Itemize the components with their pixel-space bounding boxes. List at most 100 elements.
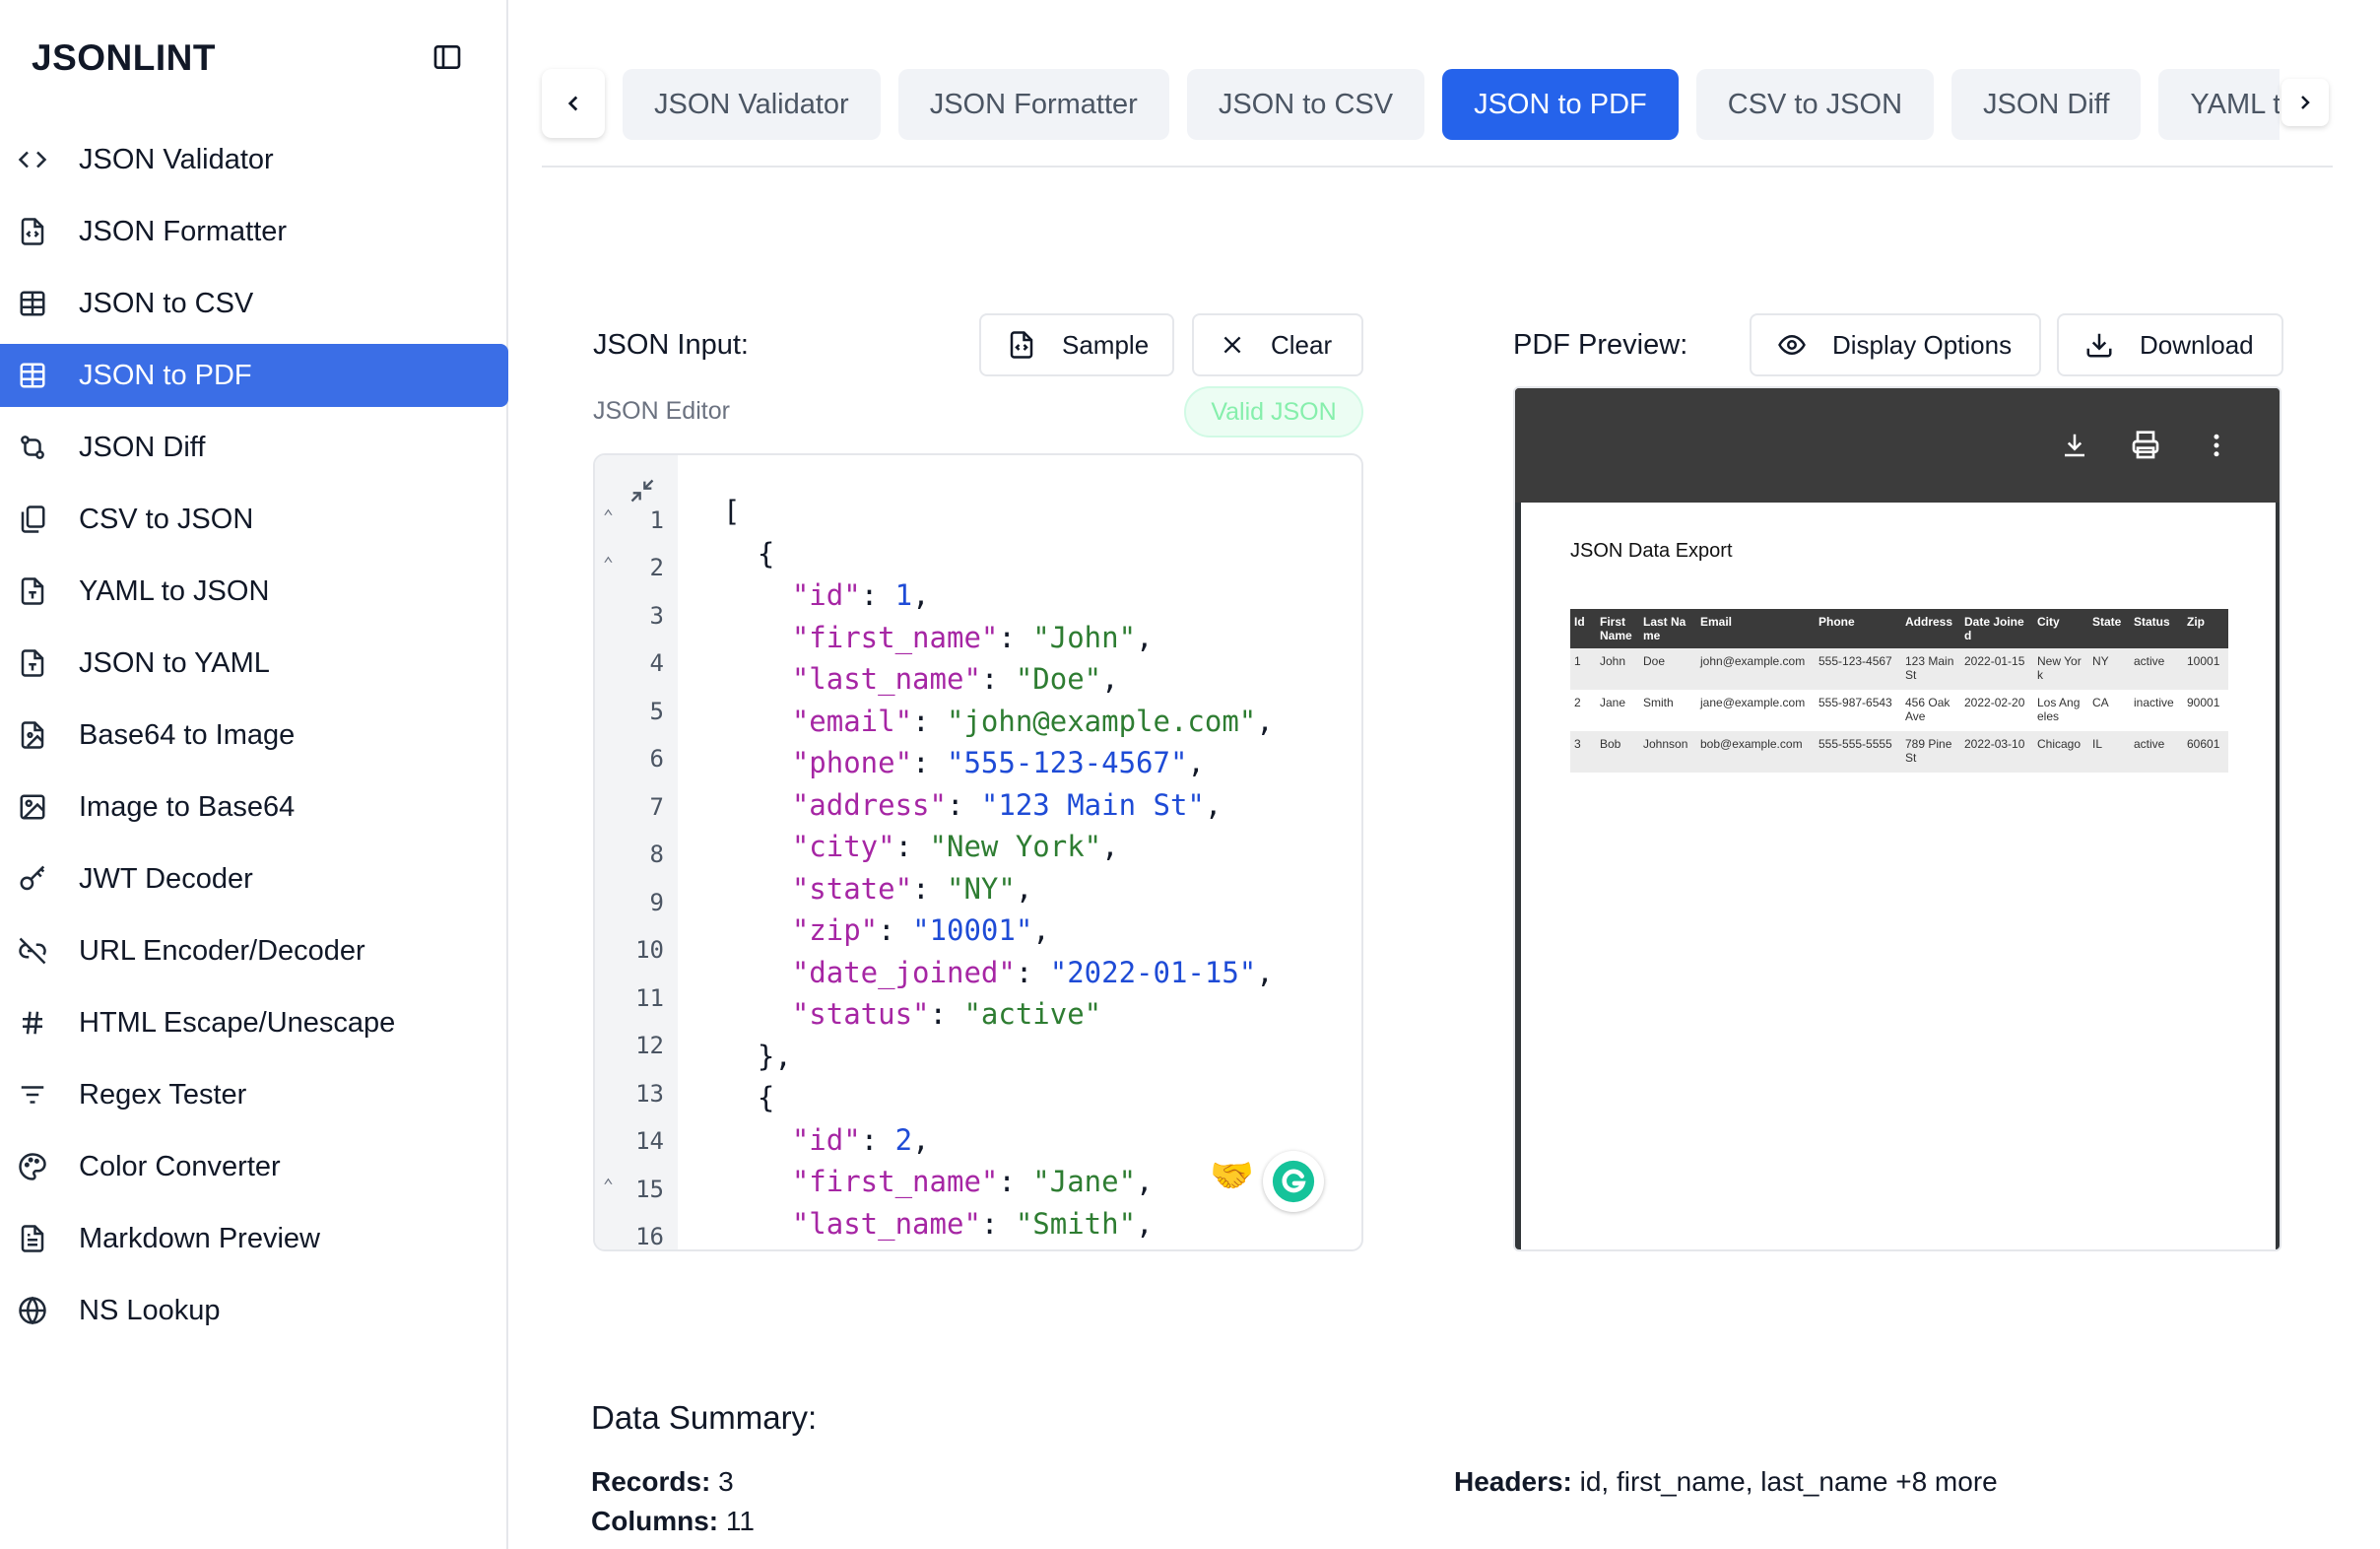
pdf-table-cell: 2022-02-20 (1964, 696, 2025, 709)
line-number: 7 (649, 793, 664, 821)
sidebar-item-markdown-preview[interactable]: Markdown Preview (0, 1207, 508, 1270)
json-editor[interactable]: ⌃ 1 ⌃ 2 3 4 5 6 7 8 9 10 11 12 13 14 ⌃ 15 1… (593, 453, 1363, 1251)
code-token: "John" (1032, 620, 1137, 654)
sidebar-item-label: JSON Validator (79, 143, 274, 175)
tab-json-formatter[interactable]: JSON Formatter (897, 69, 1169, 140)
tab-csv-to-json[interactable]: CSV to JSON (1695, 69, 1935, 140)
tab-json-to-pdf[interactable]: JSON to PDF (1442, 69, 1679, 140)
code-token: "123 Main St" (980, 787, 1205, 822)
sidebar-item-json-to-csv[interactable]: JSON to CSV (0, 272, 508, 335)
line-number: 12 (635, 1032, 664, 1059)
sidebar-item-regex-tester[interactable]: Regex Tester (0, 1063, 508, 1126)
handshake-icon[interactable]: 🤝 (1210, 1155, 1254, 1195)
pdf-table-cell: Los Angeles (2037, 696, 2081, 723)
sidebar-toggle-icon[interactable] (431, 41, 463, 73)
sidebar-item-image-to-base64[interactable]: Image to Base64 (0, 775, 508, 839)
sidebar-item-url-encoder-decoder[interactable]: URL Encoder/Decoder (0, 919, 508, 982)
editor-label: JSON Editor (593, 397, 730, 425)
sidebar-item-csv-to-json[interactable]: CSV to JSON (0, 488, 508, 551)
code-token: "last_name" (791, 1206, 981, 1241)
display-options-button[interactable]: Display Options (1750, 313, 2041, 376)
sample-button[interactable]: Sample (979, 313, 1174, 376)
sidebar-item-label: Color Converter (79, 1150, 281, 1182)
code-icon (16, 143, 49, 176)
code-token: "Smith" (1015, 1206, 1137, 1241)
fold-chevron-icon[interactable]: ⌃ (603, 554, 614, 574)
columns-summary: Columns: 11 (591, 1506, 755, 1537)
pdf-table-cell: Jane (1600, 696, 1626, 709)
code-token: "address" (791, 787, 947, 822)
pdf-table-header-cell: Phone (1815, 609, 1901, 648)
sidebar-item-label: Markdown Preview (79, 1222, 320, 1254)
sidebar-item-json-formatter[interactable]: JSON Formatter (0, 200, 508, 263)
pdf-table-cell: NY (2088, 648, 2130, 690)
tab-yaml-to-json[interactable]: YAML to JSON (2158, 69, 2280, 140)
pdf-more-icon[interactable] (2199, 428, 2234, 463)
file-code-icon (1007, 330, 1036, 360)
pdf-table-cell: active (2130, 648, 2183, 690)
code-token: "Jane" (1032, 1165, 1137, 1198)
clear-button[interactable]: Clear (1192, 313, 1363, 376)
columns-label: Columns: (591, 1506, 719, 1536)
sidebar-item-label: JWT Decoder (79, 862, 253, 895)
tab-json-validator[interactable]: JSON Validator (623, 69, 881, 140)
file-text-icon (16, 1222, 49, 1255)
app-logo[interactable]: JSONLINT (32, 37, 216, 78)
pdf-table-cell: 1 (1570, 648, 1596, 690)
pdf-table-cell: Chicago (2033, 731, 2088, 773)
download-label: Download (2140, 329, 2254, 360)
sidebar-item-label: Regex Tester (79, 1078, 247, 1111)
tab-json-diff[interactable]: JSON Diff (1951, 69, 2142, 140)
sidebar-item-yaml-to-json[interactable]: YAML to JSON (0, 560, 508, 623)
fold-chevron-icon[interactable]: ⌃ (603, 1176, 614, 1196)
tab-json-to-csv[interactable]: JSON to CSV (1186, 69, 1425, 140)
clear-button-label: Clear (1271, 329, 1333, 360)
sidebar-item-base64-to-image[interactable]: Base64 to Image (0, 704, 508, 767)
records-summary: Records: 3 (591, 1466, 734, 1498)
tabs-scroll-right-button[interactable] (2281, 79, 2329, 126)
json-input-title: JSON Input: (593, 329, 749, 361)
line-number: 13 (635, 1080, 664, 1108)
sidebar-item-json-diff[interactable]: JSON Diff (0, 416, 508, 479)
pdf-print-icon[interactable] (2128, 428, 2163, 463)
file-image-icon (16, 718, 49, 752)
chevron-left-icon (567, 96, 578, 111)
sidebar-item-ns-lookup[interactable]: NS Lookup (0, 1279, 508, 1342)
line-number: 4 (649, 649, 664, 677)
table-icon (16, 287, 49, 320)
fold-chevron-icon[interactable]: ⌃ (603, 506, 614, 527)
headers-summary: Headers: id, first_name, last_name +8 mo… (1454, 1466, 1998, 1498)
pdf-table-cell: 3 (1570, 731, 1596, 773)
sidebar-item-json-to-yaml[interactable]: JSON to YAML (0, 632, 508, 695)
sidebar-item-html-escape-unescape[interactable]: HTML Escape/Unescape (0, 991, 508, 1054)
sidebar-item-color-converter[interactable]: Color Converter (0, 1135, 508, 1198)
grammarly-icon[interactable] (1263, 1151, 1324, 1212)
json-code[interactable]: [ { "id": 1, "first_name": "John", "last… (723, 495, 1274, 1241)
pdf-table-header-cell: Id (1570, 609, 1596, 648)
sidebar-item-jwt-decoder[interactable]: JWT Decoder (0, 847, 508, 910)
download-button[interactable]: Download (2057, 313, 2283, 376)
key-icon (16, 862, 49, 896)
pdf-heading: JSON Data Export (1570, 540, 1733, 562)
pdf-table-header-cell: Email (1696, 609, 1815, 648)
sidebar-item-json-to-pdf[interactable]: JSON to PDF (0, 344, 508, 407)
pdf-viewer[interactable]: JSON Data Export Id First Name Last Name Em… (1513, 386, 2281, 1251)
pdf-toolbar (1515, 388, 2280, 503)
sidebar-item-label: HTML Escape/Unescape (79, 1006, 396, 1039)
collapse-all-icon[interactable] (628, 477, 656, 505)
git-compare-icon (16, 431, 49, 464)
records-value: 3 (718, 1466, 734, 1497)
file-code-icon (16, 215, 49, 248)
link-icon (16, 934, 49, 968)
sidebar-item-label: NS Lookup (79, 1294, 221, 1326)
tabs-scroll-left-button[interactable] (542, 69, 605, 138)
code-token: "zip" (791, 913, 879, 947)
pdf-download-icon[interactable] (2057, 428, 2092, 463)
sidebar-item-label: JSON to CSV (79, 287, 254, 319)
sidebar-item-json-validator[interactable]: JSON Validator (0, 128, 508, 191)
pdf-table-cell: 2022-01-15 (1960, 648, 2033, 690)
sidebar-item-label: JSON Diff (79, 431, 206, 463)
line-number: 16 (635, 1223, 664, 1250)
code-token: 1 (894, 578, 913, 612)
code-token: "Doe" (1015, 662, 1102, 696)
